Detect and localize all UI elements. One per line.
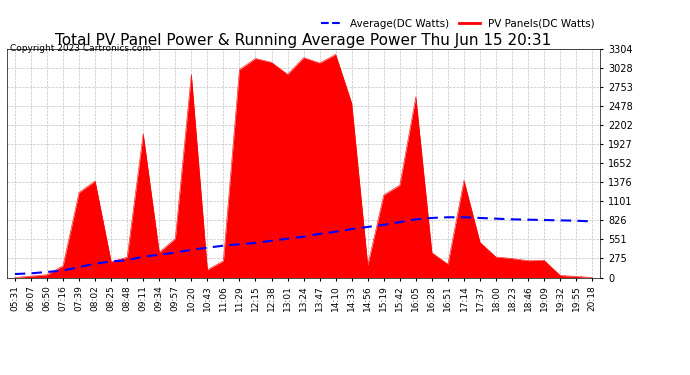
Title: Total PV Panel Power & Running Average Power Thu Jun 15 20:31: Total PV Panel Power & Running Average P… bbox=[55, 33, 552, 48]
Text: Copyright 2023 Cartronics.com: Copyright 2023 Cartronics.com bbox=[10, 44, 152, 52]
Legend: Average(DC Watts), PV Panels(DC Watts): Average(DC Watts), PV Panels(DC Watts) bbox=[321, 18, 595, 28]
